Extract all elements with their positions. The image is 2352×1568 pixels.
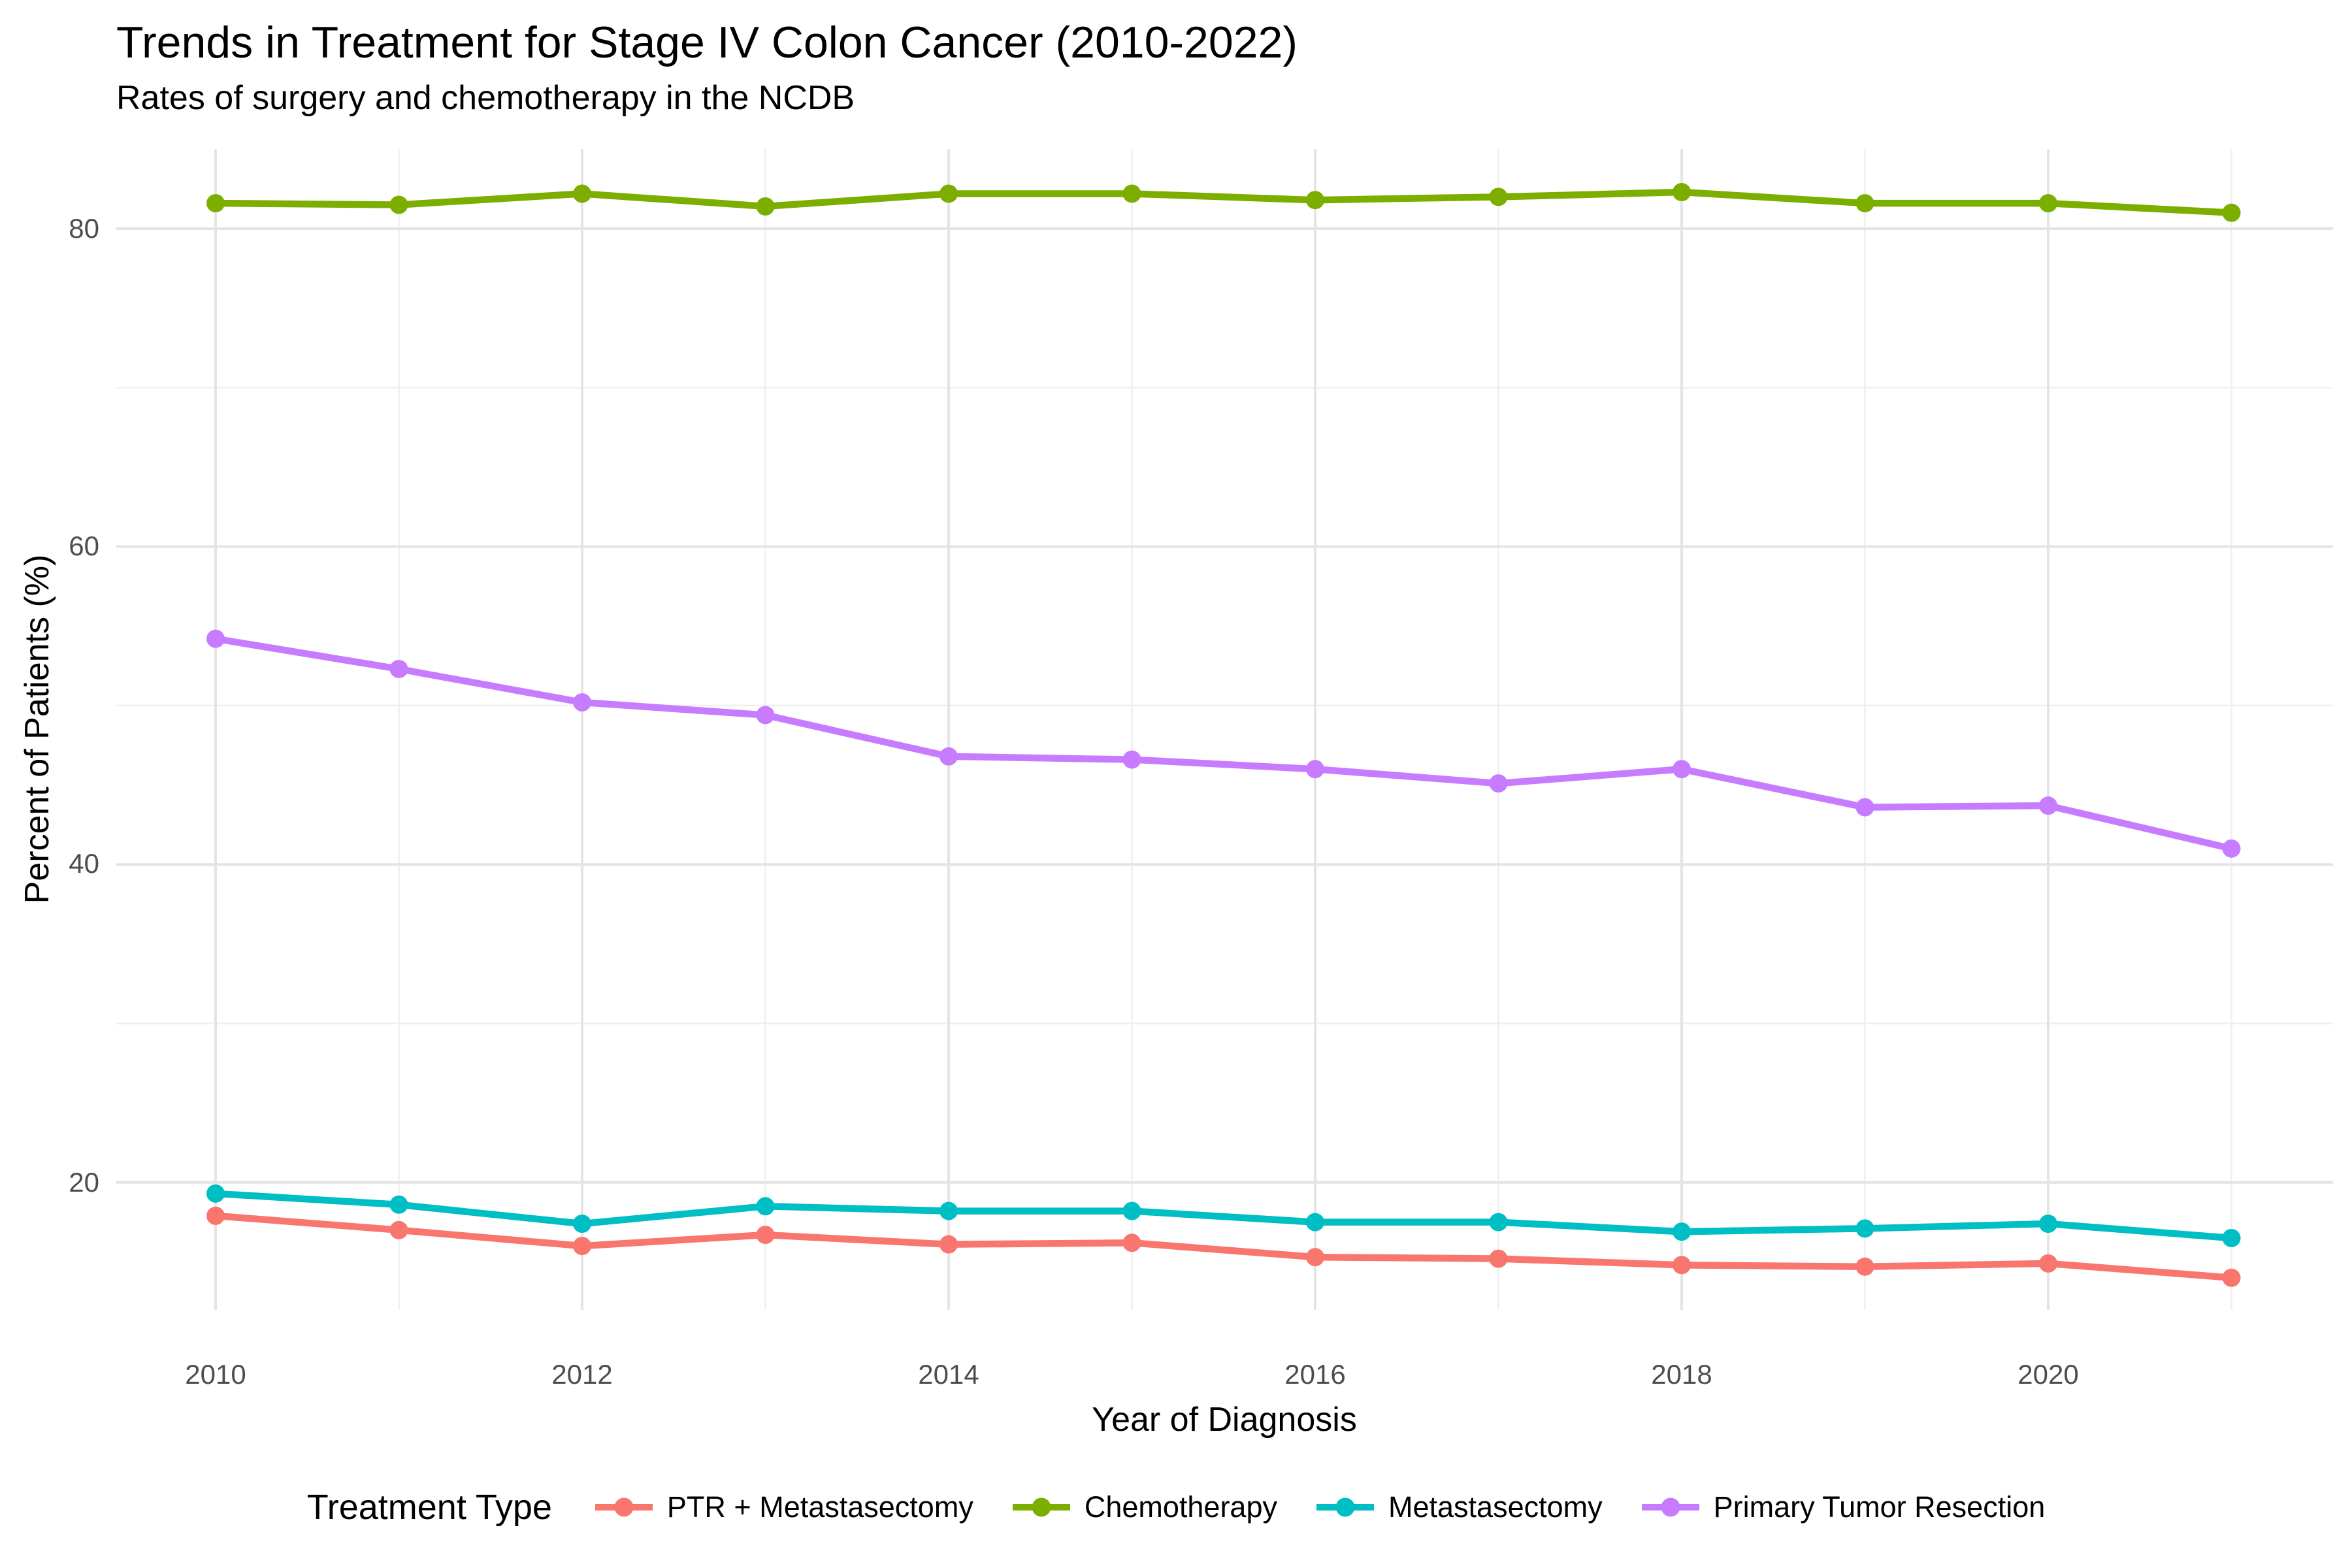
x-tick-2016: 2016 [1284,1359,1345,1390]
data-point-metastasectomy-2016 [1306,1213,1324,1232]
data-point-ptr-metastasectomy-2017 [1489,1249,1508,1268]
legend-label: Primary Tumor Resection [1713,1490,2046,1524]
legend-label: Chemotherapy [1084,1490,1277,1524]
data-point-ptr-metastasectomy-2015 [1122,1233,1141,1252]
x-tick-2020: 2020 [2017,1359,2078,1390]
legend-item-primary-tumor-resection: Primary Tumor Resection [1638,1488,2046,1527]
data-point-chemotherapy-2011 [389,195,408,214]
y-tick-60: 60 [69,531,99,561]
chart-subtitle: Rates of surgery and chemotherapy in the… [116,79,855,117]
legend-label: Metastasectomy [1388,1490,1603,1524]
series-line-ptr-metastasectomy [215,1212,2232,1282]
data-point-ptr-metastasectomy-2021 [2222,1268,2241,1287]
data-point-metastasectomy-2018 [1673,1222,1691,1241]
data-point-metastasectomy-2019 [1855,1219,1874,1238]
legend-key-line-dot-icon [1316,1497,1374,1517]
data-point-primary-tumor-resection-2019 [1855,798,1874,817]
data-point-metastasectomy-2020 [2039,1215,2057,1233]
data-point-metastasectomy-2014 [939,1201,958,1220]
data-point-ptr-metastasectomy-2020 [2039,1254,2057,1273]
data-point-ptr-metastasectomy-2010 [206,1206,225,1225]
data-point-chemotherapy-2013 [756,197,775,216]
data-point-chemotherapy-2015 [1122,184,1141,203]
data-point-primary-tumor-resection-2011 [389,659,408,678]
data-point-primary-tumor-resection-2017 [1489,774,1508,793]
data-point-chemotherapy-2014 [939,184,958,203]
data-point-chemotherapy-2016 [1306,191,1324,210]
x-tick-2014: 2014 [918,1359,979,1390]
data-point-chemotherapy-2019 [1855,194,1874,213]
legend-key-line-dot-icon [1641,1497,1699,1517]
legend-key-dot [1032,1497,1051,1517]
data-point-primary-tumor-resection-2021 [2222,839,2241,858]
data-point-ptr-metastasectomy-2013 [756,1226,775,1245]
legend-key-dot [1661,1497,1680,1517]
data-point-chemotherapy-2018 [1673,183,1691,202]
legend-key-line-dot-icon [595,1497,653,1517]
data-point-metastasectomy-2021 [2222,1228,2241,1247]
legend-item-ptr-metastasectomy: PTR + Metastasectomy [591,1488,973,1527]
y-tick-80: 80 [69,213,99,244]
legend-key-dot [1335,1497,1355,1517]
x-tick-2010: 2010 [185,1359,246,1390]
x-axis-title: Year of Diagnosis [1092,1401,1357,1439]
data-point-ptr-metastasectomy-2014 [939,1235,958,1254]
data-point-primary-tumor-resection-2015 [1122,750,1141,769]
series-metastasectomy [206,1184,2241,1247]
data-point-metastasectomy-2013 [756,1197,775,1216]
data-point-chemotherapy-2012 [573,184,591,203]
data-point-primary-tumor-resection-2020 [2039,796,2057,815]
y-tick-40: 40 [69,848,99,879]
data-point-chemotherapy-2021 [2222,203,2241,222]
x-tick-2018: 2018 [1651,1359,1712,1390]
data-point-primary-tumor-resection-2014 [939,747,958,766]
data-point-ptr-metastasectomy-2016 [1306,1248,1324,1267]
data-point-primary-tumor-resection-2016 [1306,760,1324,779]
y-tick-20: 20 [69,1167,99,1198]
data-point-metastasectomy-2010 [206,1184,225,1203]
series-chemotherapy [206,183,2241,222]
x-tick-2012: 2012 [551,1359,612,1390]
data-point-primary-tumor-resection-2018 [1673,760,1691,779]
series-primary-tumor-resection [206,629,2241,858]
data-point-primary-tumor-resection-2010 [206,629,225,648]
data-point-chemotherapy-2010 [206,194,225,213]
legend-title: Treatment Type [306,1488,552,1527]
chart-title: Trends in Treatment for Stage IV Colon C… [116,18,1298,67]
series-line-metastasectomy [215,1190,2232,1242]
data-point-metastasectomy-2011 [389,1195,408,1214]
data-point-chemotherapy-2017 [1489,188,1508,206]
data-point-metastasectomy-2015 [1122,1201,1141,1220]
legend-item-chemotherapy: Chemotherapy [1009,1488,1277,1527]
data-point-chemotherapy-2020 [2039,194,2057,213]
series-layer [206,183,2241,1287]
y-axis-title: Percent of Patients (%) [18,555,56,904]
legend-item-metastasectomy: Metastasectomy [1313,1488,1603,1527]
legend: Treatment Type PTR + Metastasectomy Chem… [0,1471,2352,1543]
grid-layer [116,149,2333,1310]
legend-key-line-dot-icon [1012,1497,1070,1517]
data-point-ptr-metastasectomy-2012 [573,1237,591,1256]
data-point-ptr-metastasectomy-2018 [1673,1256,1691,1275]
data-point-metastasectomy-2017 [1489,1213,1508,1232]
data-point-metastasectomy-2012 [573,1215,591,1233]
x-axis-tick-labels: 2010 2012 2014 2016 2018 2020 [185,1359,2078,1390]
series-ptr-metastasectomy [206,1206,2241,1287]
data-point-primary-tumor-resection-2013 [756,706,775,725]
data-point-ptr-metastasectomy-2011 [389,1220,408,1239]
series-line-primary-tumor-resection [215,635,2232,852]
data-point-ptr-metastasectomy-2019 [1855,1257,1874,1276]
legend-label: PTR + Metastasectomy [666,1490,973,1524]
data-point-primary-tumor-resection-2012 [573,693,591,712]
y-axis-tick-labels: 20 40 60 80 [69,213,99,1198]
series-line-chemotherapy [215,188,2232,216]
legend-key-dot [614,1497,634,1517]
